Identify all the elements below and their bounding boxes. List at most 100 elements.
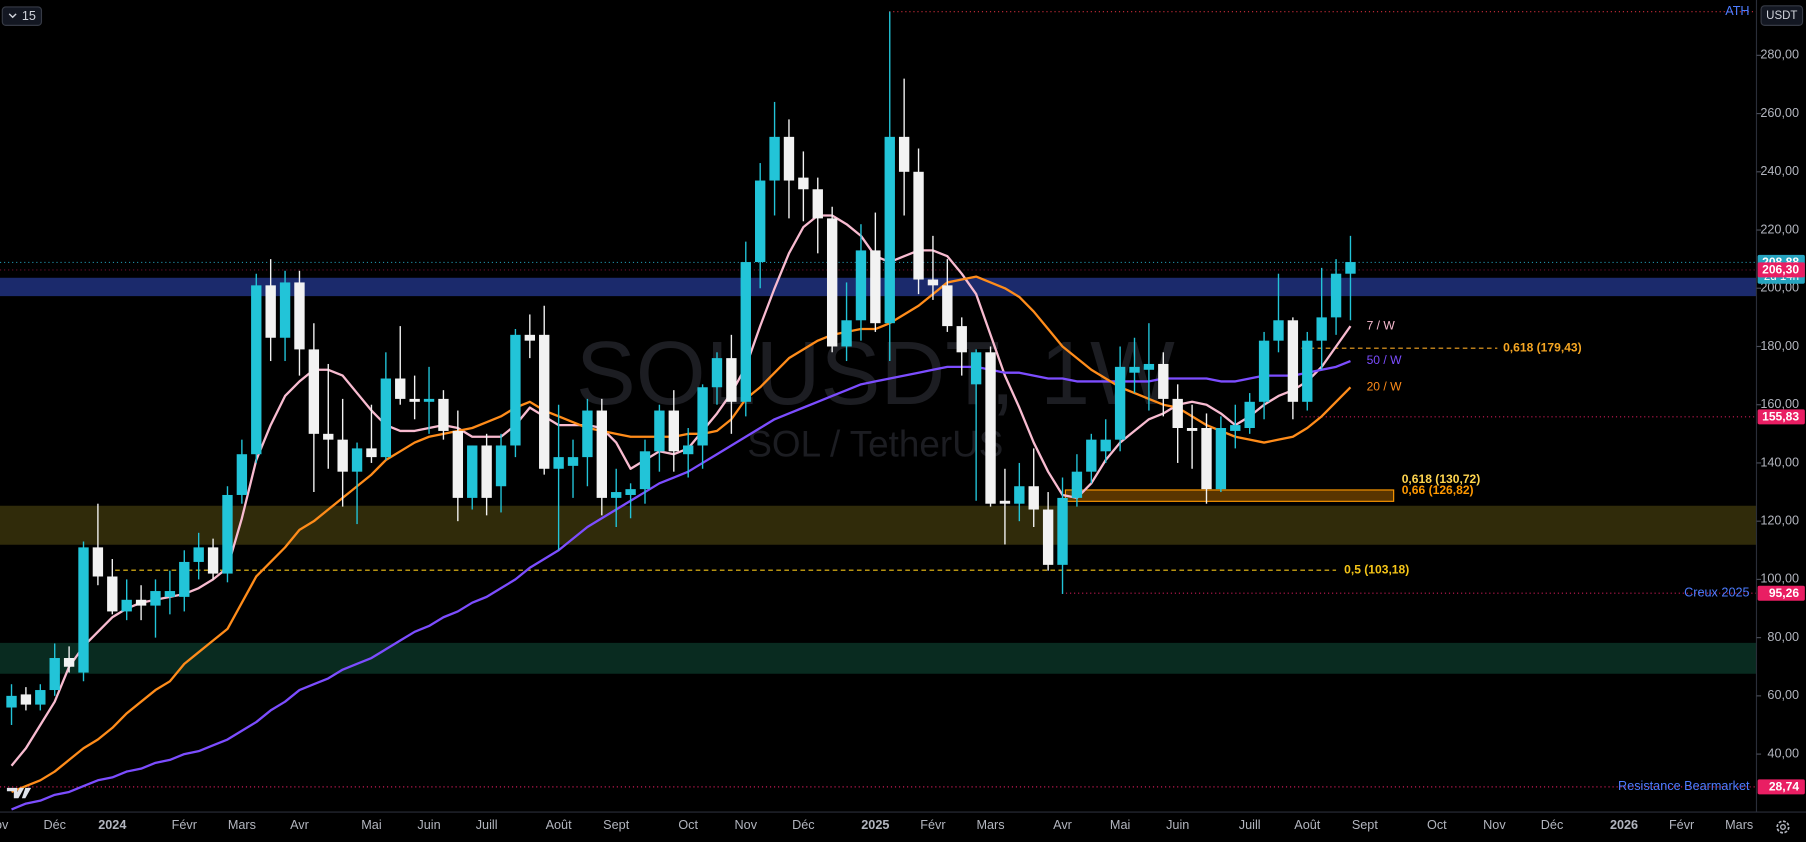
x-tick-label: Août <box>546 818 573 832</box>
price-zone <box>0 642 1757 674</box>
candle-body <box>812 189 823 219</box>
candle-body <box>395 378 406 399</box>
candle-body <box>150 591 161 606</box>
candle-body <box>1258 340 1270 402</box>
candle-body <box>107 576 118 612</box>
candle-body <box>740 262 751 402</box>
candle-body <box>956 326 967 353</box>
fib-label: 0,5 (103,18) <box>1344 562 1409 576</box>
candle-body <box>639 451 651 490</box>
y-tick-label: 80,00 <box>1767 630 1799 644</box>
x-tick-label: Nov <box>1483 818 1506 832</box>
candle-body <box>121 599 132 612</box>
candle-body <box>380 378 392 458</box>
x-tick-label: Avr <box>290 818 309 832</box>
x-tick-label: Avr <box>1053 818 1072 832</box>
candle-body <box>1244 401 1255 429</box>
candle-body <box>92 547 104 577</box>
price-tag-label: 95,26 <box>1769 586 1800 600</box>
fib-box <box>1064 489 1395 502</box>
x-tick-label: Mai <box>1110 818 1130 832</box>
candle-body <box>1287 320 1299 402</box>
level-name: ATH <box>1725 4 1749 18</box>
y-tick-label: 200,00 <box>1760 281 1799 295</box>
settings-icon[interactable] <box>1776 820 1790 834</box>
candle-body <box>625 489 636 495</box>
candle-body <box>265 285 276 338</box>
interval-button-box[interactable] <box>1 6 43 26</box>
interval-button[interactable]: 15 <box>1 6 43 26</box>
currency-button[interactable]: USDT <box>1760 5 1804 26</box>
series-label: 50 / W <box>1367 353 1403 367</box>
candle-body <box>409 398 420 402</box>
candle-body <box>783 136 795 181</box>
watermark-name: SOL / TetherUS <box>747 424 1003 465</box>
candle-body <box>1302 340 1313 402</box>
x-tick-label: Sept <box>603 818 630 832</box>
x-tick-label: 2025 <box>861 818 889 832</box>
fib-label: 0,618 (179,43) <box>1503 340 1582 354</box>
candle-body <box>683 445 694 455</box>
candle-body <box>697 387 708 446</box>
currency-button-box[interactable] <box>1760 5 1804 26</box>
currency-label[interactable]: USDT <box>1766 10 1797 22</box>
y-tick-label: 240,00 <box>1760 164 1799 178</box>
candle-body <box>668 410 679 452</box>
candle-body <box>6 695 17 708</box>
y-tick-label: 40,00 <box>1767 746 1799 760</box>
gear-outer[interactable] <box>1776 820 1790 834</box>
candle-body <box>323 433 334 440</box>
candle-body <box>164 591 176 597</box>
candle-body <box>222 494 233 574</box>
plot-area: SOLUSDT, 1W SOL / TetherUS <box>0 11 1757 811</box>
candle-body <box>611 492 622 498</box>
candle-body <box>207 547 219 574</box>
candle-body <box>898 136 910 172</box>
x-tick-label: Déc <box>1541 818 1564 832</box>
y-tick-label: 120,00 <box>1760 514 1799 528</box>
x-tick-label: Juill <box>1239 818 1261 832</box>
candle-body <box>884 136 895 324</box>
price-tag-label: 28,74 <box>1769 780 1800 794</box>
candle-body <box>1230 425 1241 431</box>
price-tag <box>1757 409 1805 425</box>
y-tick-label: 140,00 <box>1760 455 1799 469</box>
candle-body <box>539 334 550 469</box>
candle-body <box>467 445 478 498</box>
x-tick-label: Juill <box>476 818 498 832</box>
candle-body <box>1158 363 1169 399</box>
level-name: Resistance Bearmarket <box>1618 779 1750 793</box>
candle-body <box>1042 509 1054 565</box>
x-tick-label: Mai <box>361 818 381 832</box>
candle-body <box>927 279 939 286</box>
candle-body <box>78 547 89 673</box>
candle-body <box>970 352 982 385</box>
candle-body <box>1129 366 1140 373</box>
candle-body <box>279 282 291 338</box>
candle-body <box>985 352 996 504</box>
candle-body <box>1100 439 1111 452</box>
x-tick-label: Mars <box>1725 818 1753 832</box>
gear-inner[interactable] <box>1779 824 1786 830</box>
candle-body <box>481 445 492 498</box>
candle-body <box>1028 486 1039 510</box>
x-tick-label: Déc <box>43 818 66 832</box>
candle-body <box>942 285 953 327</box>
candle-body <box>438 398 449 431</box>
y-tick-label: 220,00 <box>1760 222 1799 236</box>
candle-body <box>20 694 32 705</box>
y-tick-label: 180,00 <box>1760 339 1799 353</box>
candle-body <box>870 250 881 324</box>
moving-average <box>11 275 1352 794</box>
candle-body <box>1172 398 1183 429</box>
chevron[interactable] <box>8 13 17 19</box>
fib-label: 0,66 (126,82) <box>1402 483 1474 497</box>
candle-body <box>582 410 593 458</box>
candle-body <box>769 136 780 181</box>
candle-body <box>1071 471 1083 498</box>
candle-body <box>423 398 435 402</box>
interval-label[interactable]: 15 <box>22 9 36 23</box>
x-tick-label: Déc <box>792 818 815 832</box>
